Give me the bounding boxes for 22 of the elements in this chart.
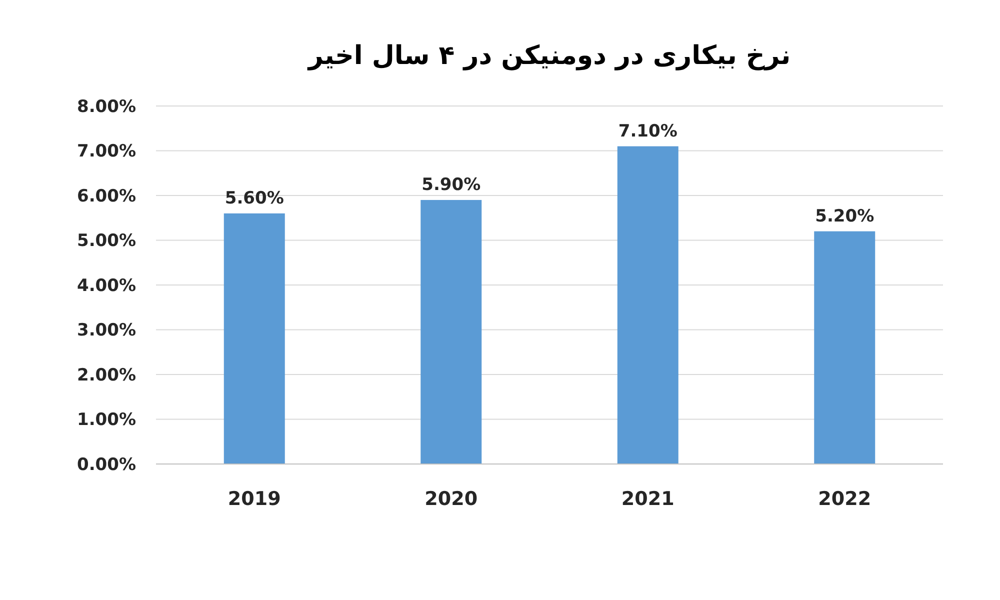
y-tick-label: 1.00%	[77, 410, 136, 430]
y-tick-label: 5.00%	[77, 231, 136, 252]
bar	[617, 146, 678, 464]
data-label: 5.60%	[224, 188, 284, 208]
y-tick-label: 8.00%	[77, 96, 136, 117]
data-label: 5.20%	[815, 206, 874, 226]
y-tick-label: 6.00%	[77, 186, 136, 206]
y-tick-label: 2.00%	[77, 365, 136, 386]
x-tick-label: 2022	[818, 488, 872, 510]
data-label: 7.10%	[618, 121, 678, 142]
x-tick-label: 2020	[424, 488, 478, 510]
y-tick-label: 4.00%	[77, 276, 136, 296]
bar	[420, 200, 482, 464]
chart-title: نرخ بیکاری در دومنیکن در ۴ سال اخیر	[306, 41, 791, 71]
bar	[224, 213, 285, 464]
y-tick-label: 0.00%	[77, 454, 136, 475]
x-tick-label: 2019	[228, 488, 281, 510]
x-tick-label: 2021	[621, 488, 674, 510]
y-tick-label: 7.00%	[77, 142, 136, 162]
bar	[814, 231, 876, 464]
data-label: 5.90%	[422, 174, 481, 195]
y-tick-label: 3.00%	[77, 320, 136, 341]
